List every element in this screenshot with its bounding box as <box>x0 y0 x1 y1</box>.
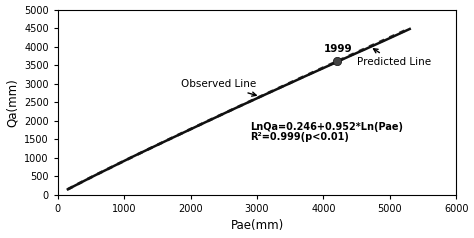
Text: Predicted Line: Predicted Line <box>356 49 431 67</box>
Text: 1999: 1999 <box>323 44 352 54</box>
Text: R²=0.999(p<0.01): R²=0.999(p<0.01) <box>250 132 349 142</box>
Y-axis label: Qa(mm): Qa(mm) <box>6 78 18 127</box>
Text: LnQa=0.246+0.952*Ln(Pae): LnQa=0.246+0.952*Ln(Pae) <box>250 122 403 132</box>
X-axis label: Pae(mm): Pae(mm) <box>230 219 283 233</box>
Text: Observed Line: Observed Line <box>181 79 256 96</box>
